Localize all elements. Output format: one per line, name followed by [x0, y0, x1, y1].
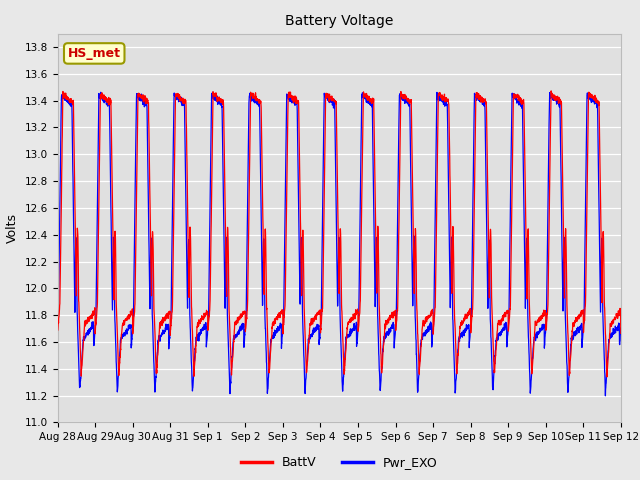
Text: HS_met: HS_met: [68, 47, 121, 60]
Y-axis label: Volts: Volts: [6, 213, 19, 243]
Legend: BattV, Pwr_EXO: BattV, Pwr_EXO: [236, 452, 443, 474]
Title: Battery Voltage: Battery Voltage: [285, 14, 394, 28]
